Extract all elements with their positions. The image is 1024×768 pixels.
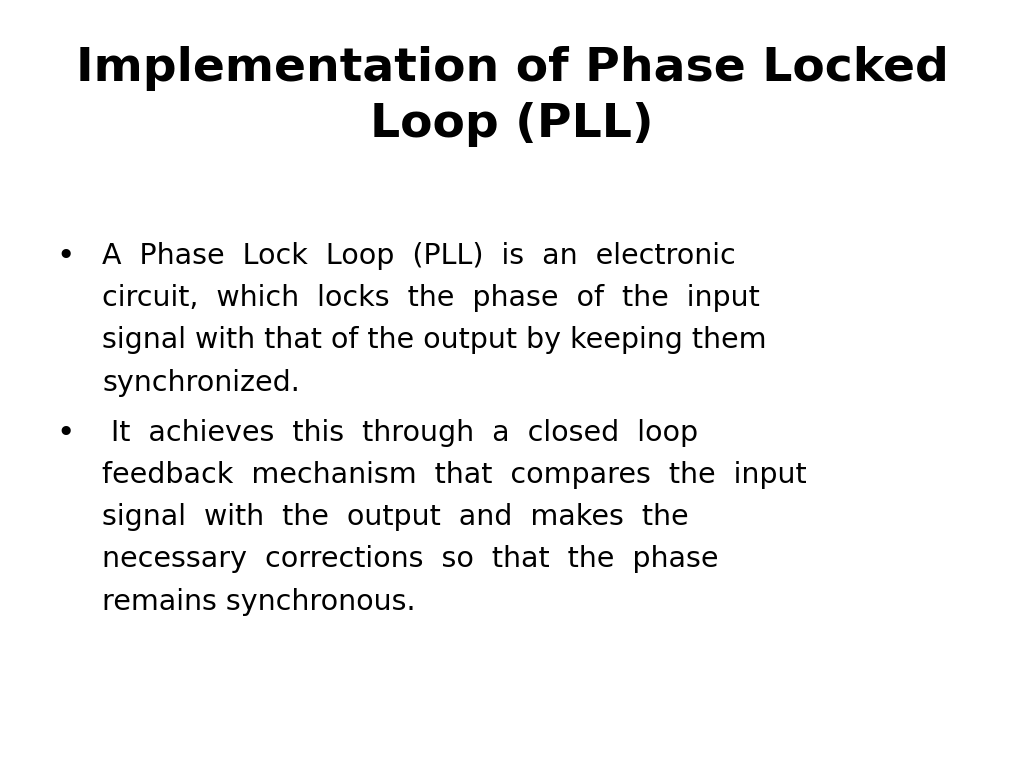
Text: •: • [56, 242, 75, 271]
Text: A  Phase  Lock  Loop  (PLL)  is  an  electronic: A Phase Lock Loop (PLL) is an electronic [102, 242, 736, 270]
Text: feedback  mechanism  that  compares  the  input: feedback mechanism that compares the inp… [102, 461, 807, 488]
Text: signal  with  the  output  and  makes  the: signal with the output and makes the [102, 503, 689, 531]
Text: necessary  corrections  so  that  the  phase: necessary corrections so that the phase [102, 545, 719, 573]
Text: synchronized.: synchronized. [102, 369, 300, 396]
Text: signal with that of the output by keeping them: signal with that of the output by keepin… [102, 326, 767, 354]
Text: Implementation of Phase Locked
Loop (PLL): Implementation of Phase Locked Loop (PLL… [76, 46, 948, 147]
Text: circuit,  which  locks  the  phase  of  the  input: circuit, which locks the phase of the in… [102, 284, 760, 312]
Text: •: • [56, 419, 75, 448]
Text: It  achieves  this  through  a  closed  loop: It achieves this through a closed loop [102, 419, 698, 446]
Text: remains synchronous.: remains synchronous. [102, 588, 416, 615]
